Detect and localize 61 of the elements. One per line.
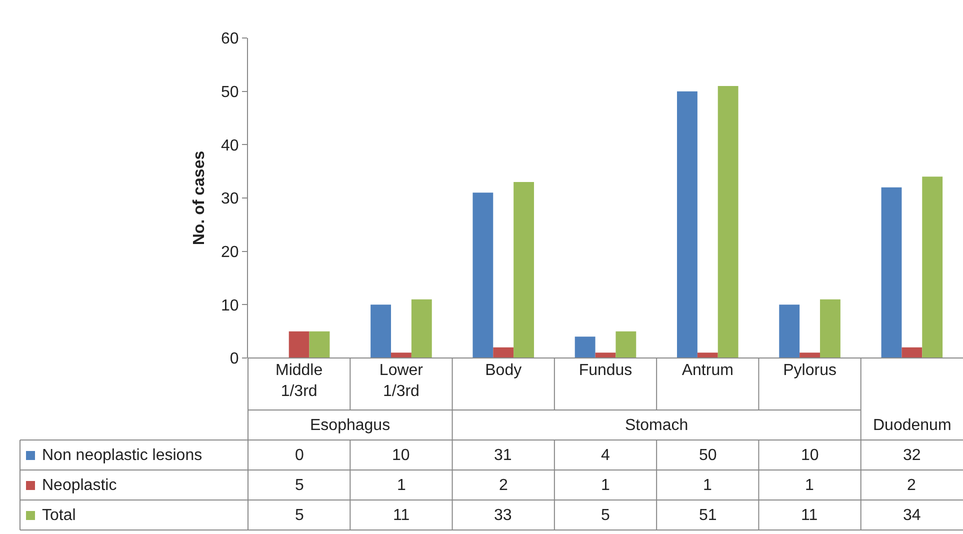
- data-label: 11: [393, 507, 410, 524]
- data-label: 2: [499, 477, 508, 494]
- bar: [309, 331, 330, 358]
- data-label: 0: [295, 447, 304, 464]
- data-label: 33: [494, 507, 512, 524]
- bar: [370, 304, 391, 358]
- text: Esophagus: [310, 417, 390, 434]
- y-tick-label: 30: [221, 190, 239, 208]
- data-label: 10: [801, 447, 819, 464]
- bar: [922, 176, 943, 358]
- bar: [677, 91, 698, 358]
- bar: [411, 299, 432, 358]
- x-tick-label: Lower 1/3rd: [379, 362, 424, 400]
- legend-label: Non neoplastic lesions: [42, 447, 202, 464]
- x-tick-label: Pylorus: [783, 362, 836, 379]
- y-tick-label: 10: [221, 297, 239, 314]
- y-tick-label: 20: [221, 244, 239, 261]
- data-label: 1: [703, 477, 712, 494]
- y-tick-label: 60: [221, 30, 239, 48]
- data-label: 5: [295, 507, 304, 524]
- data-label: 1: [397, 477, 406, 494]
- bar: [472, 192, 494, 358]
- x-tick-label: Antrum: [682, 362, 734, 379]
- bar: [595, 352, 616, 358]
- bar: [718, 86, 738, 358]
- data-label: 50: [699, 447, 717, 464]
- data-label: 4: [601, 447, 610, 464]
- text: Stomach: [625, 417, 688, 434]
- legend-label: Total: [42, 507, 76, 524]
- bar: [391, 352, 412, 358]
- y-tick-label: 50: [221, 84, 239, 101]
- bar: [616, 331, 636, 358]
- bar: [881, 187, 902, 358]
- data-label: 2: [907, 477, 916, 494]
- bar: [800, 352, 820, 358]
- text: Duodenum: [873, 417, 952, 434]
- bar: [902, 347, 922, 358]
- data-label: 51: [699, 507, 717, 524]
- data-label: 31: [494, 447, 512, 464]
- data-label: 32: [903, 447, 921, 464]
- data-label: 1: [805, 477, 814, 494]
- y-axis-title: No. of cases: [190, 150, 208, 246]
- data-label: 11: [801, 507, 818, 524]
- data-label: 5: [601, 507, 610, 524]
- bar: [820, 299, 840, 358]
- x-tick-label: Middle 1/3rd: [276, 362, 323, 400]
- bar: [697, 352, 718, 358]
- x-tick-label: Body: [485, 362, 522, 379]
- y-tick-label: 40: [221, 137, 239, 154]
- bar: [493, 347, 514, 358]
- bar: [574, 336, 596, 358]
- x-tick-label: Fundus: [578, 362, 632, 379]
- bar: [288, 331, 310, 358]
- data-label: 5: [295, 477, 304, 494]
- data-label: 34: [903, 507, 921, 524]
- legend-label: Neoplastic: [42, 477, 117, 494]
- y-tick-label: 0: [230, 350, 239, 368]
- bar: [514, 182, 534, 358]
- data-label: 10: [392, 447, 410, 464]
- data-label: 1: [601, 477, 610, 494]
- bar: [779, 304, 800, 358]
